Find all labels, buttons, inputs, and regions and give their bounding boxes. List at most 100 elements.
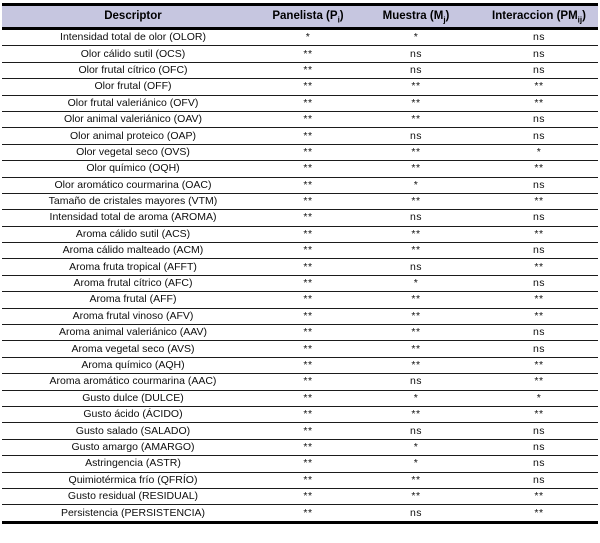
panelista-significance-cell: ** <box>264 95 352 112</box>
interaccion-significance-cell: ** <box>480 226 598 244</box>
panelista-significance-cell: ** <box>264 127 352 145</box>
table-row: Quimiotérmica frío (QFRÍO) ** ** ns <box>2 472 598 489</box>
interaccion-significance-cell: ns <box>480 275 598 293</box>
interaccion-significance-cell: ** <box>480 193 598 211</box>
panelista-significance-cell: ** <box>264 406 352 424</box>
muestra-significance-cell: ns <box>352 62 480 80</box>
muestra-significance-cell: ** <box>352 242 480 260</box>
interaccion-significance-cell: ** <box>480 291 598 309</box>
table-row: Aroma cálido malteado (ACM) ** ** ns <box>2 242 598 260</box>
muestra-significance-cell: * <box>352 275 480 293</box>
descriptor-cell: Olor frutal (OFF) <box>2 78 264 96</box>
muestra-significance-cell: * <box>352 455 480 473</box>
interaccion-significance-cell: ** <box>480 258 598 276</box>
interaccion-significance-cell: * <box>480 144 598 162</box>
muestra-significance-cell: ** <box>352 340 480 358</box>
table-row: Aroma frutal (AFF) ** ** ** <box>2 291 598 309</box>
panelista-significance-cell: ** <box>264 258 352 276</box>
interaccion-significance-cell: ns <box>480 439 598 457</box>
table-row: Olor frutal (OFF) ** ** ** <box>2 78 598 96</box>
table-row: Tamaño de cristales mayores (VTM) ** ** … <box>2 193 598 211</box>
descriptor-cell: Aroma frutal vinoso (AFV) <box>2 308 264 326</box>
interaccion-significance-cell: ** <box>480 160 598 178</box>
table-row: Gusto salado (SALADO) ** ns ns <box>2 422 598 440</box>
descriptor-cell: Olor químico (OQH) <box>2 160 264 178</box>
interaccion-significance-cell: ns <box>480 472 598 489</box>
muestra-significance-cell: ns <box>352 422 480 440</box>
table-row: Aroma frutal cítrico (AFC) ** * ns <box>2 275 598 293</box>
muestra-significance-cell: ** <box>352 406 480 424</box>
interaccion-significance-cell: ns <box>480 324 598 342</box>
panelista-significance-cell: ** <box>264 373 352 391</box>
interaccion-significance-cell: ** <box>480 373 598 391</box>
interaccion-significance-cell: ** <box>480 78 598 96</box>
descriptor-cell: Gusto dulce (DULCE) <box>2 390 264 407</box>
interaccion-significance-cell: ns <box>480 62 598 80</box>
table-row: Aroma cálido sutil (ACS) ** ** ** <box>2 226 598 244</box>
interaccion-significance-cell: ns <box>480 242 598 260</box>
muestra-significance-cell: ** <box>352 111 480 129</box>
table-row: Aroma fruta tropical (AFFT) ** ns ** <box>2 258 598 276</box>
descriptor-cell: Gusto salado (SALADO) <box>2 422 264 440</box>
panelista-significance-cell: ** <box>264 455 352 473</box>
interaccion-significance-cell: ns <box>480 455 598 473</box>
table-row: Intensidad total de olor (OLOR) * * ns <box>2 28 598 47</box>
muestra-significance-cell: ** <box>352 78 480 96</box>
descriptor-cell: Olor animal valeriánico (OAV) <box>2 111 264 129</box>
muestra-significance-cell: ** <box>352 488 480 506</box>
panelista-significance-cell: ** <box>264 242 352 260</box>
interaccion-significance-cell: ns <box>480 209 598 227</box>
muestra-significance-cell: ns <box>352 258 480 276</box>
table-row: Olor frutal cítrico (OFC) ** ns ns <box>2 62 598 80</box>
interaccion-significance-cell: ns <box>480 422 598 440</box>
muestra-significance-cell: * <box>352 177 480 194</box>
panelista-significance-cell: * <box>264 28 352 47</box>
panelista-significance-cell: ** <box>264 439 352 457</box>
descriptor-cell: Olor aromático courmarina (OAC) <box>2 177 264 194</box>
panelista-significance-cell: ** <box>264 226 352 244</box>
descriptor-cell: Gusto ácido (ÁCIDO) <box>2 406 264 424</box>
panelista-significance-cell: ** <box>264 308 352 326</box>
col-header-panelista: Panelista (Pi) <box>264 3 352 30</box>
descriptor-cell: Olor frutal cítrico (OFC) <box>2 62 264 80</box>
col-header-muestra-close: ) <box>445 10 450 22</box>
table-header-row: Descriptor Panelista (Pi) Muestra (Mj) I… <box>2 3 598 30</box>
muestra-significance-cell: * <box>352 439 480 457</box>
table-row: Gusto amargo (AMARGO) ** * ns <box>2 439 598 457</box>
table-row: Gusto residual (RESIDUAL) ** ** ** <box>2 488 598 506</box>
interaccion-significance-cell: ns <box>480 28 598 47</box>
interaccion-significance-cell: * <box>480 390 598 407</box>
muestra-significance-cell: ** <box>352 324 480 342</box>
interaccion-significance-cell: ns <box>480 45 598 63</box>
interaccion-significance-cell: ** <box>480 357 598 375</box>
panelista-significance-cell: ** <box>264 193 352 211</box>
panelista-significance-cell: ** <box>264 291 352 309</box>
panelista-significance-cell: ** <box>264 78 352 96</box>
interaccion-significance-cell: ** <box>480 406 598 424</box>
muestra-significance-cell: ** <box>352 472 480 489</box>
muestra-significance-cell: ns <box>352 504 480 524</box>
panelista-significance-cell: ** <box>264 504 352 524</box>
table-row: Olor químico (OQH) ** ** ** <box>2 160 598 178</box>
muestra-significance-cell: ** <box>352 357 480 375</box>
table-row: Astringencia (ASTR) ** * ns <box>2 455 598 473</box>
table-row: Aroma aromático courmarina (AAC) ** ns *… <box>2 373 598 391</box>
col-header-interaccion-subscript: ij <box>577 15 583 25</box>
descriptor-cell: Olor animal proteico (OAP) <box>2 127 264 145</box>
descriptor-cell: Gusto amargo (AMARGO) <box>2 439 264 457</box>
descriptor-cell: Aroma animal valeriánico (AAV) <box>2 324 264 342</box>
interaccion-significance-cell: ** <box>480 95 598 112</box>
descriptor-cell: Intensidad total de olor (OLOR) <box>2 28 264 47</box>
descriptor-cell: Gusto residual (RESIDUAL) <box>2 488 264 506</box>
table-row: Olor frutal valeriánico (OFV) ** ** ** <box>2 95 598 112</box>
descriptor-cell: Tamaño de cristales mayores (VTM) <box>2 193 264 211</box>
panelista-significance-cell: ** <box>264 472 352 489</box>
interaccion-significance-cell: ns <box>480 177 598 194</box>
table-row: Olor animal proteico (OAP) ** ns ns <box>2 127 598 145</box>
panelista-significance-cell: ** <box>264 45 352 63</box>
interaccion-significance-cell: ** <box>480 488 598 506</box>
interaccion-significance-cell: ns <box>480 340 598 358</box>
table-row: Olor cálido sutil (OCS) ** ns ns <box>2 45 598 63</box>
anova-significance-table: Descriptor Panelista (Pi) Muestra (Mj) I… <box>2 3 598 524</box>
descriptor-cell: Olor vegetal seco (OVS) <box>2 144 264 162</box>
